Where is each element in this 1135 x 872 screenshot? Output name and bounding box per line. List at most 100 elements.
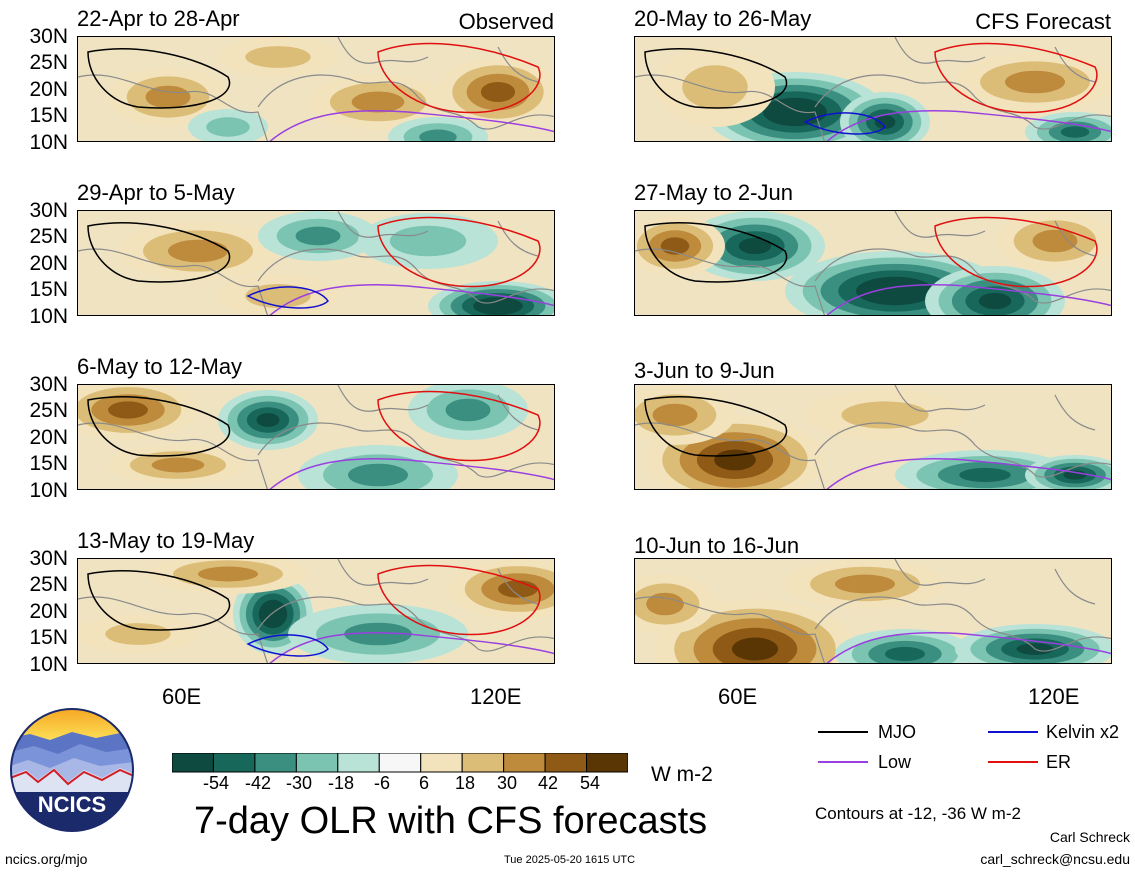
- olr-map-1: [78, 37, 554, 141]
- coastline: [78, 422, 554, 489]
- border: [337, 211, 539, 257]
- anomaly-contour: [87, 222, 231, 283]
- colorbar: [172, 753, 628, 773]
- border: [894, 211, 1096, 257]
- lat-label: 15N: [29, 278, 68, 301]
- olr-map-panel-8: [634, 558, 1112, 664]
- lat-label: 25N: [29, 399, 68, 422]
- anomaly-contour: [826, 458, 1111, 489]
- coastline: [635, 422, 1111, 489]
- colorbar-cell: [337, 753, 380, 773]
- border: [337, 385, 539, 431]
- lon-label-60e-right: 60E: [718, 684, 758, 709]
- lat-label: 30N: [29, 373, 68, 396]
- colorbar-cell: [172, 753, 214, 773]
- colorbar-cell: [503, 753, 546, 773]
- colorbar-cell: [254, 753, 297, 773]
- anomaly-contour: [934, 42, 1098, 114]
- lat-label: 15N: [29, 452, 68, 475]
- coastline: [635, 74, 1111, 141]
- footer-url[interactable]: ncics.org/mjo: [5, 851, 88, 867]
- anomaly-contour: [826, 284, 1111, 315]
- anomaly-contour: [377, 42, 541, 114]
- footer-timestamp: Tue 2025-05-20 1615 UTC: [504, 854, 636, 866]
- anomaly-contour: [826, 632, 1111, 663]
- lon-label-120e-left: 120E: [470, 684, 522, 709]
- olr-map-panel-3: [77, 210, 555, 316]
- colorbar-tick: -54: [202, 773, 229, 793]
- coastline: [78, 596, 554, 663]
- olr-map-5: [78, 385, 554, 489]
- olr-map-6: [635, 385, 1111, 489]
- legend-er-label: ER: [1046, 752, 1072, 772]
- olr-map-panel-5: [77, 384, 555, 490]
- anomaly-contour: [644, 48, 788, 109]
- olr-map-8: [635, 559, 1111, 663]
- anomaly-contour: [269, 110, 554, 141]
- lat-label: 20N: [29, 426, 68, 449]
- olr-map-2: [635, 37, 1111, 141]
- anomaly-contour: [934, 216, 1098, 288]
- lat-label: 30N: [29, 25, 68, 48]
- lat-label: 10N: [29, 131, 68, 154]
- border: [894, 37, 1096, 83]
- colorbar-cell: [295, 753, 339, 773]
- lat-label: 25N: [29, 225, 68, 248]
- lat-label: 10N: [29, 305, 68, 328]
- colorbar-tick: -18: [327, 773, 354, 793]
- border: [337, 559, 539, 605]
- footer-email[interactable]: carl_schreck@ncsu.edu: [980, 851, 1130, 867]
- olr-map-panel-4: [634, 210, 1112, 316]
- colorbar-cell: [461, 753, 505, 773]
- coastline: [635, 596, 1111, 663]
- colorbar-tick: 42: [537, 773, 559, 793]
- lon-label-60e-left: 60E: [162, 684, 202, 709]
- colorbar-tick: -6: [373, 773, 390, 793]
- legend-lines: [818, 731, 1038, 763]
- lat-label: 20N: [29, 600, 68, 623]
- panel-title-2: 20-May to 26-May: [634, 6, 812, 31]
- legend-mjo-label: MJO: [878, 722, 916, 742]
- panel-title-4: 27-May to 2-Jun: [634, 180, 793, 205]
- panel-title-7: 13-May to 19-May: [77, 528, 255, 553]
- panel-title-6: 3-Jun to 9-Jun: [634, 358, 775, 383]
- logo-text: NCICS: [38, 792, 106, 817]
- cfs-forecast-label: CFS Forecast: [975, 9, 1111, 34]
- anomaly-contour: [246, 634, 329, 657]
- panel-title-8: 10-Jun to 16-Jun: [634, 533, 800, 558]
- anomaly-contour: [269, 458, 554, 489]
- footer-author: Carl Schreck: [1049, 829, 1130, 845]
- olr-map-panel-2: [634, 36, 1112, 142]
- border: [894, 385, 1096, 431]
- lat-label: 15N: [29, 626, 68, 649]
- lat-label: 25N: [29, 51, 68, 74]
- olr-map-panel-7: [77, 558, 555, 664]
- colorbar-cell: [544, 753, 588, 773]
- lat-label: 30N: [29, 547, 68, 570]
- olr-map-4: [635, 211, 1111, 315]
- coastline: [635, 248, 1111, 315]
- anomaly-contour: [377, 564, 541, 636]
- lat-label: 25N: [29, 573, 68, 596]
- anomaly-contour: [803, 112, 886, 135]
- colorbar-cell: [586, 753, 628, 773]
- panel-title-3: 29-Apr to 5-May: [77, 180, 235, 205]
- colorbar-tick: -42: [244, 773, 271, 793]
- anomaly-contour: [87, 396, 231, 457]
- anomaly-contour: [377, 390, 541, 462]
- ncics-logo: NCICS: [10, 708, 134, 832]
- lon-label-120e-right: 120E: [1028, 684, 1080, 709]
- border: [337, 37, 539, 83]
- anomaly-contour: [87, 570, 231, 631]
- colorbar-tick: 30: [496, 773, 518, 793]
- coastline: [78, 248, 554, 315]
- border: [894, 559, 1096, 605]
- olr-map-7: [78, 559, 554, 663]
- anomaly-contour: [644, 396, 788, 457]
- colorbar-tick: 6: [418, 773, 429, 793]
- panel-title-5: 6-May to 12-May: [77, 354, 243, 379]
- colorbar-units: W m-2: [651, 763, 713, 786]
- colorbar-cell: [378, 753, 422, 773]
- main-title: 7-day OLR with CFS forecasts: [194, 800, 708, 842]
- colorbar-cell: [212, 753, 256, 773]
